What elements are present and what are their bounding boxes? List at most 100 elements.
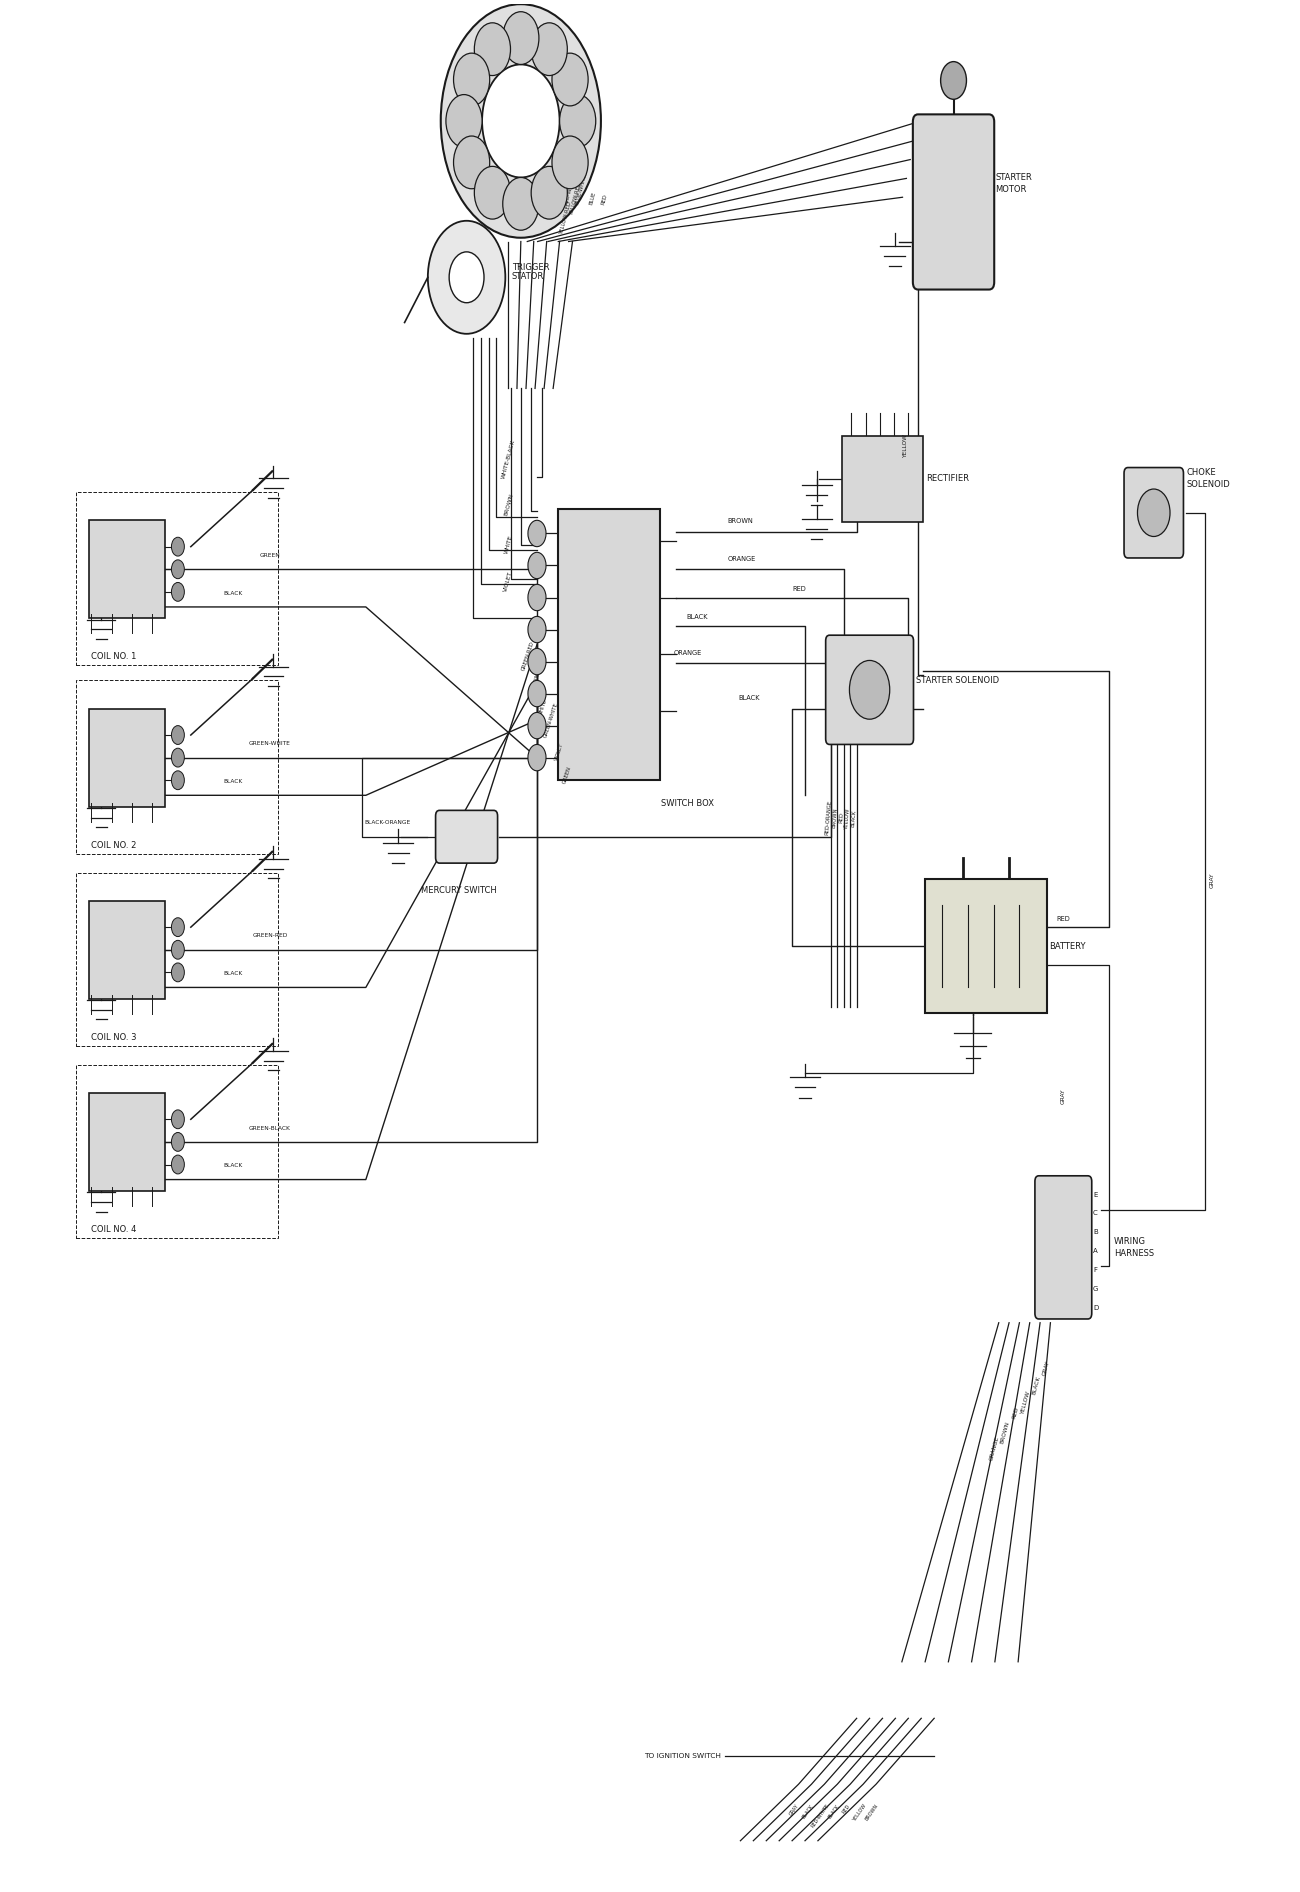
Text: ORANGE: ORANGE [673,651,702,657]
Text: BATTERY: BATTERY [1049,942,1086,950]
Text: SWITCH BOX: SWITCH BOX [660,798,714,808]
Circle shape [428,221,506,333]
Circle shape [503,11,540,64]
FancyBboxPatch shape [1035,1175,1092,1319]
FancyBboxPatch shape [558,509,659,780]
Text: GREEN-RED: GREEN-RED [252,933,287,938]
Text: YELLOW: YELLOW [1020,1391,1031,1415]
Text: RED: RED [1057,916,1070,921]
FancyBboxPatch shape [926,880,1046,1012]
Circle shape [172,1133,185,1152]
Circle shape [172,1111,185,1130]
Text: D: D [1093,1305,1098,1311]
Circle shape [528,681,546,708]
Text: BLACK: BLACK [850,810,857,827]
Text: YELLOW: YELLOW [852,1803,867,1822]
Text: RED: RED [1011,1406,1019,1419]
Text: BLACK: BLACK [801,1803,814,1818]
Text: COIL NO. 1: COIL NO. 1 [91,653,136,660]
Text: C: C [1093,1211,1097,1217]
Circle shape [172,560,185,579]
Text: ORANGE: ORANGE [728,556,755,562]
Text: BLACK: BLACK [224,1164,243,1167]
Circle shape [552,136,588,189]
Text: BLACK: BLACK [224,590,243,596]
Circle shape [941,62,966,98]
Text: COIL NO. 2: COIL NO. 2 [91,840,136,850]
Circle shape [532,166,567,219]
Text: RED-ORANGE: RED-ORANGE [824,800,832,836]
Text: RECTIFIER: RECTIFIER [927,475,970,482]
FancyBboxPatch shape [436,810,498,863]
Text: COIL NO. 3: COIL NO. 3 [91,1033,136,1042]
FancyBboxPatch shape [913,114,994,289]
Circle shape [849,660,889,719]
Text: RED-WHITE: RED-WHITE [564,176,576,206]
Circle shape [528,744,546,770]
Circle shape [448,252,484,303]
Circle shape [172,1156,185,1173]
Text: GRAY: GRAY [1061,1090,1066,1105]
Text: STARTER SOLENOID: STARTER SOLENOID [916,675,1000,685]
Circle shape [559,95,595,148]
FancyBboxPatch shape [1124,467,1183,558]
Text: GREEN: GREEN [260,552,281,558]
Text: BLUE: BLUE [589,191,597,206]
Text: GRAY: GRAY [789,1803,801,1816]
Text: G: G [1093,1287,1098,1292]
Circle shape [528,585,546,611]
Text: BLACK: BLACK [738,694,759,702]
Text: A: A [1093,1249,1097,1254]
Circle shape [446,95,482,148]
Circle shape [532,23,567,76]
Circle shape [454,136,490,189]
Circle shape [441,4,601,238]
Circle shape [454,53,490,106]
Circle shape [172,747,185,766]
Circle shape [528,649,546,675]
Text: GRAY: GRAY [1043,1360,1050,1377]
Text: RED: RED [841,1803,852,1814]
Text: WHITE-BLACK: WHITE-BLACK [500,439,516,479]
Text: BROWN: BROWN [503,494,514,517]
Text: GREEN-RED: GREEN-RED [521,639,536,672]
Text: GREEN-BLACK: GREEN-BLACK [248,1126,291,1131]
Circle shape [172,727,185,744]
Text: GREEN-WHITE: GREEN-WHITE [248,742,291,745]
Circle shape [172,537,185,556]
Circle shape [172,770,185,789]
Text: CHOKE
SOLENOID: CHOKE SOLENOID [1186,469,1230,490]
Text: STARTER
MOTOR: STARTER MOTOR [996,172,1032,193]
FancyBboxPatch shape [826,636,914,744]
Circle shape [552,53,588,106]
Circle shape [172,918,185,937]
Circle shape [474,166,511,219]
Circle shape [482,64,559,178]
Text: GRAY: GRAY [1209,872,1214,887]
FancyBboxPatch shape [88,1094,165,1190]
Text: E: E [1093,1192,1097,1198]
Text: RED: RED [792,587,806,592]
Circle shape [172,940,185,959]
Text: WIRING
HARNESS: WIRING HARNESS [1114,1237,1154,1258]
Text: B: B [1093,1230,1097,1235]
Text: BLACK: BLACK [686,615,708,621]
Text: BLACK-ORANGE: BLACK-ORANGE [364,821,411,825]
Text: WHITE: WHITE [503,534,514,554]
Text: F: F [1093,1268,1097,1273]
Text: GREEN-WHITE: GREEN-WHITE [543,702,559,738]
Circle shape [528,520,546,547]
Text: BROWN: BROWN [728,518,753,524]
Text: RED: RED [838,812,844,823]
Circle shape [172,963,185,982]
Text: BROWN: BROWN [1000,1421,1010,1444]
FancyBboxPatch shape [88,520,165,619]
Text: VIOLET: VIOLET [503,569,514,592]
FancyBboxPatch shape [842,435,923,522]
Text: YELLOW: YELLOW [844,808,852,829]
Text: YELLOW-RED: YELLOW-RED [569,182,584,216]
Text: YELLOW: YELLOW [902,433,907,458]
Text: GREEN: GREEN [562,766,572,783]
Text: BLACK: BLACK [224,971,243,976]
Text: BLACK: BLACK [224,780,243,783]
